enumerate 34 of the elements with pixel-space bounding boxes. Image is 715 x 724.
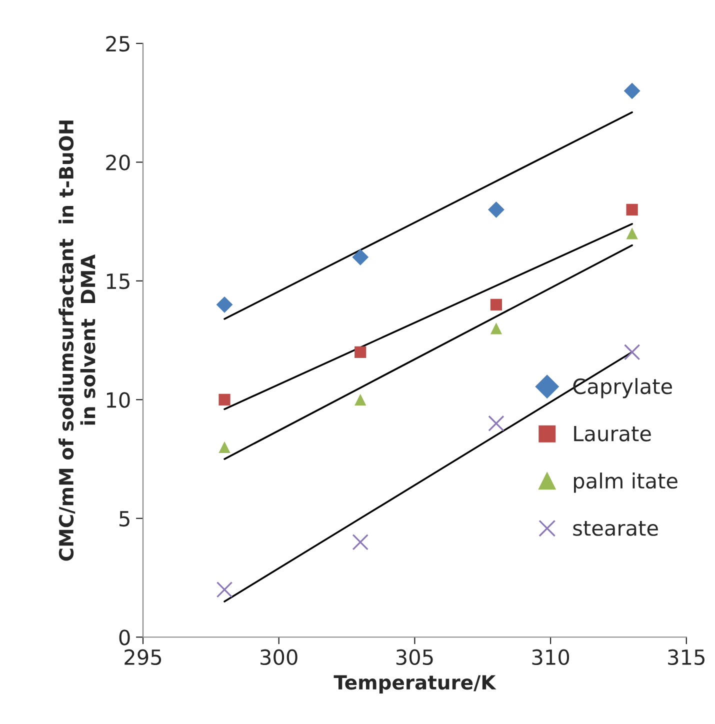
legend-label: stearate [573, 521, 658, 536]
y-tick-label: 5 [120, 511, 130, 527]
point [626, 204, 638, 216]
point [218, 394, 230, 406]
y-tick-label: 0 [119, 630, 130, 646]
point [354, 394, 366, 406]
y-tick-label: 20 [106, 154, 130, 170]
x-tick-label: 300 [260, 649, 298, 666]
y-tick-label: 10 [106, 392, 130, 408]
x-tick-label: 310 [532, 649, 570, 666]
point [626, 228, 638, 240]
point [216, 582, 233, 598]
x-tick-label: 315 [668, 649, 704, 666]
point [488, 201, 504, 218]
point [624, 82, 640, 100]
x-axis-title: Temperature/K [334, 675, 496, 694]
legend-label: Laurate [574, 426, 651, 442]
point [624, 344, 640, 360]
y-tick-label: 15 [106, 274, 130, 290]
legend-label: palm itate [574, 472, 678, 493]
point [354, 346, 366, 358]
point [490, 322, 502, 334]
x-tick-label: 295 [124, 649, 162, 666]
point [352, 248, 369, 266]
x-tick-label: 305 [396, 649, 433, 666]
line-series [224, 111, 633, 320]
point [352, 534, 368, 550]
point [218, 441, 230, 453]
y-axis-title: CMC/mM of sodiumsurfactant in t-BuOH in solvent DMA [58, 120, 96, 561]
point [216, 296, 233, 313]
y-tick-label: 25 [106, 36, 130, 52]
point [488, 415, 504, 432]
point [490, 298, 502, 310]
legend-label: Caprylate [573, 378, 672, 398]
